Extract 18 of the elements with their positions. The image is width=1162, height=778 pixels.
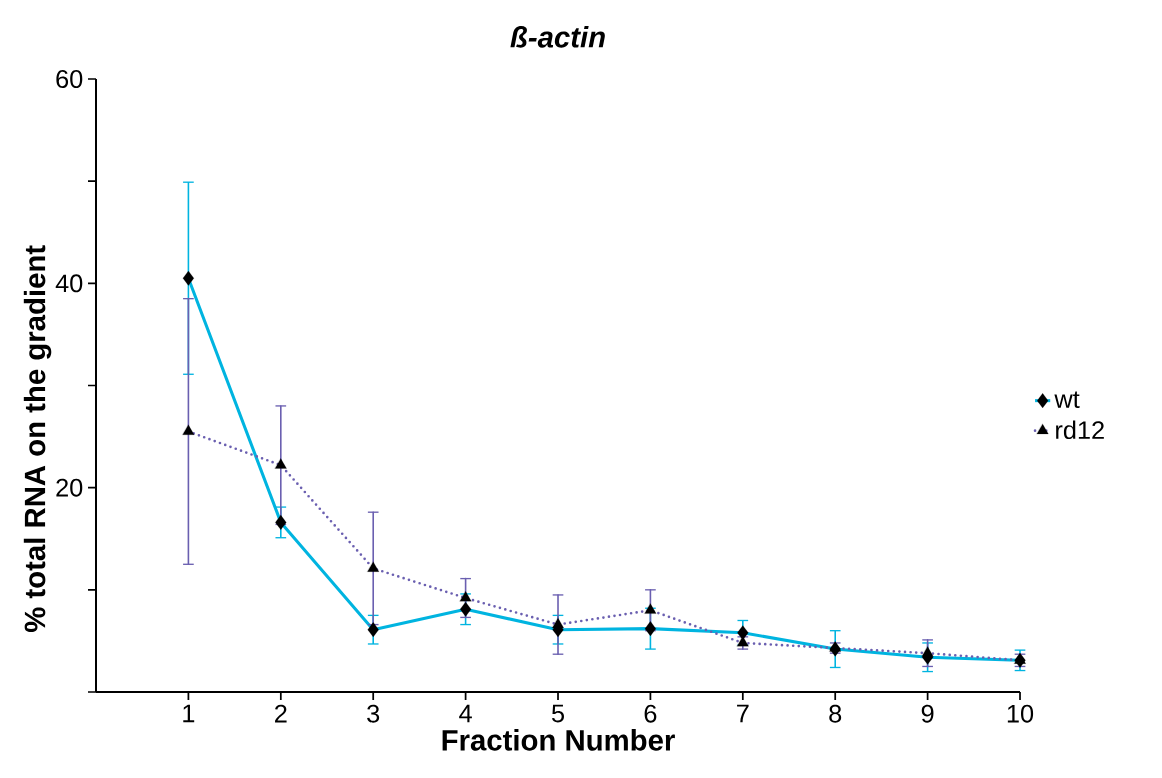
x-tick-label: 8 [829,704,842,723]
x-axis-title: Fraction Number [442,729,675,751]
x-tick-label: 4 [459,704,472,723]
y-tick-label: 40 [55,274,83,293]
y-tick-label: 60 [56,70,83,88]
chart-title: ß-actin [510,26,605,48]
x-tick-label: 2 [275,704,287,723]
y-tick-label: 20 [56,478,83,497]
y-axis-title: % total RNA on the gradient [23,245,52,633]
legend-label: wt [1054,391,1080,409]
x-tick-label: 5 [551,704,564,723]
x-tick-label: 1 [183,704,195,723]
x-tick-label: 6 [644,704,657,723]
x-tick-label: 3 [367,704,380,723]
x-tick-label: 9 [921,704,934,723]
x-tick-label: 10 [1007,704,1034,723]
legend-label: rd12 [1056,420,1104,440]
x-tick-label: 7 [737,704,749,723]
